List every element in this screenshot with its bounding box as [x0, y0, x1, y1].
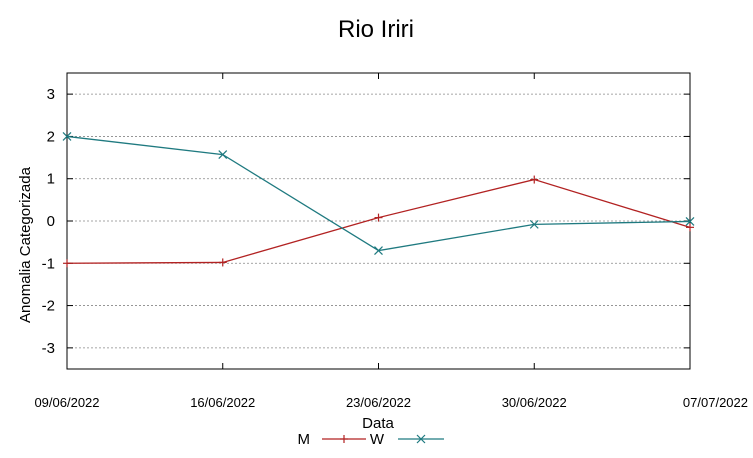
- y-tick-label: -1: [42, 255, 55, 272]
- y-tick-label: 2: [47, 128, 55, 145]
- x-tick-label: 16/06/2022: [190, 395, 255, 410]
- x-tick-label: 30/06/2022: [502, 395, 567, 410]
- series-w-point: [62, 132, 72, 141]
- series-w-line: [66, 135, 691, 252]
- series-w-point: [218, 150, 228, 160]
- series-layer: [62, 132, 695, 268]
- y-tick-label: 1: [47, 171, 55, 188]
- x-tick-label: 23/06/2022: [346, 395, 411, 410]
- legend-marker-w: [416, 434, 426, 444]
- legend-label-m: M: [298, 431, 311, 448]
- series-w-point: [374, 246, 383, 256]
- chart-title: Rio Iriri: [338, 16, 414, 43]
- x-axis: 09/06/2022 16/06/2022 23/06/2022 30/06/2022…: [34, 73, 748, 410]
- x-axis-title: Data: [362, 415, 394, 432]
- series-m: [63, 175, 694, 268]
- series-w: [62, 132, 695, 256]
- y-tick-label: 3: [47, 86, 55, 103]
- y-tick-label: -2: [42, 298, 55, 315]
- x-tick-label: 07/07/2022: [683, 395, 748, 410]
- series-w-point: [529, 219, 539, 229]
- legend-label-w: W: [370, 431, 385, 448]
- y-tick-label: 0: [47, 213, 55, 230]
- y-axis-title: Anomalia Categorizada: [17, 166, 34, 323]
- y-tick-label: -3: [42, 340, 55, 357]
- x-tick-label: 09/06/2022: [34, 395, 99, 410]
- series-w-point: [685, 216, 695, 226]
